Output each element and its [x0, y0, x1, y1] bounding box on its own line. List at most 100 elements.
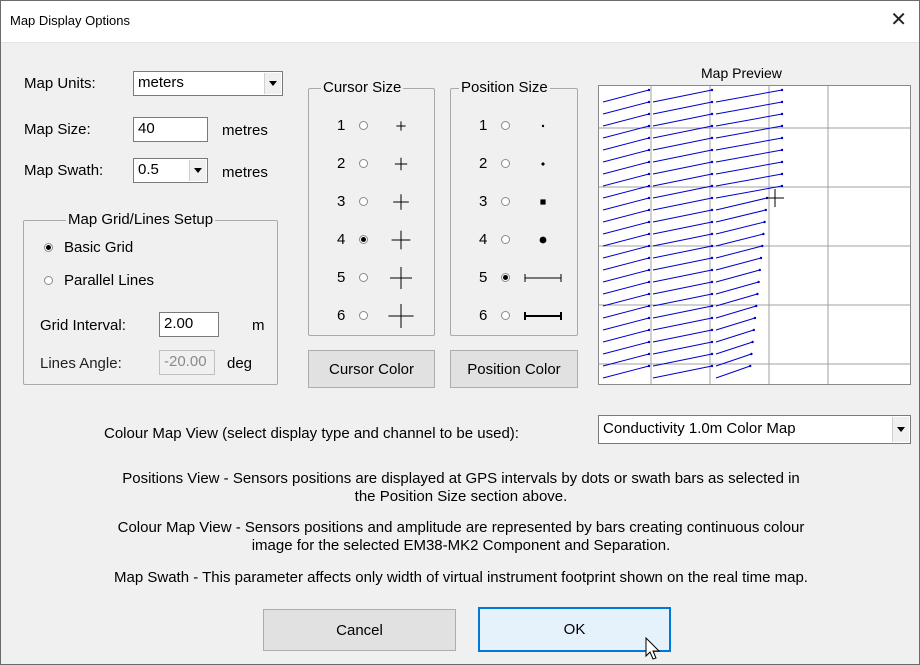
position-dot — [647, 172, 651, 176]
position-dot — [780, 112, 784, 116]
survey-track — [715, 317, 756, 331]
survey-track — [652, 101, 713, 115]
cursor-option-label: 2 — [337, 155, 346, 172]
swath-bar-icon — [524, 274, 562, 282]
survey-track — [602, 209, 650, 223]
survey-track — [715, 353, 752, 367]
chevron-down-icon — [269, 81, 277, 86]
position-size-title: Position Size — [459, 79, 550, 96]
position-dot — [780, 148, 784, 152]
position-dot — [780, 160, 784, 164]
map-units-value: meters — [138, 74, 184, 91]
position-dot — [780, 136, 784, 140]
survey-track — [715, 305, 757, 319]
survey-track — [602, 185, 650, 199]
position-radio[interactable] — [501, 235, 510, 244]
map-units-label: Map Units: — [24, 75, 96, 92]
cursor-row[interactable]: 2 — [309, 152, 429, 176]
map-units-dropdown-button[interactable] — [264, 73, 281, 94]
position-dot — [710, 220, 714, 224]
position-dot — [647, 208, 651, 212]
map-swath-label: Map Swath: — [24, 162, 104, 179]
survey-track — [652, 293, 713, 307]
grid-interval-label: Grid Interval: — [40, 317, 126, 334]
cursor-option-label: 1 — [337, 117, 346, 134]
mouse-pointer-icon — [645, 637, 661, 660]
position-dot — [753, 316, 757, 320]
position-dot — [647, 292, 651, 296]
cursor-row[interactable]: 6 — [309, 304, 429, 328]
lines-angle-input[interactable]: -20.00 — [159, 350, 215, 375]
position-row[interactable]: 2 — [451, 152, 571, 176]
position-dot — [710, 208, 714, 212]
position-dot — [752, 328, 755, 332]
position-color-button[interactable]: Position Color — [450, 350, 578, 388]
colour-map-select[interactable]: Conductivity 1.0m Color Map — [598, 415, 911, 444]
map-grid-lines-title: Map Grid/Lines Setup — [66, 211, 216, 228]
survey-track — [715, 161, 783, 175]
title-bar: Map Display Options ✕ — [1, 1, 919, 43]
cursor-radio[interactable] — [359, 159, 368, 168]
cursor-row[interactable]: 1 — [309, 114, 429, 138]
map-size-input[interactable]: 40 — [133, 117, 208, 142]
cursor-color-button[interactable]: Cursor Color — [308, 350, 435, 388]
position-option-label: 2 — [479, 155, 488, 172]
position-radio[interactable] — [501, 311, 510, 320]
position-radio[interactable] — [501, 273, 510, 282]
survey-track — [602, 269, 650, 283]
position-row[interactable]: 1 — [451, 114, 571, 138]
map-size-unit: metres — [222, 122, 268, 139]
position-dot — [710, 304, 714, 308]
survey-track — [652, 257, 713, 271]
cursor-radio[interactable] — [359, 197, 368, 206]
position-dot — [750, 352, 753, 356]
cursor-radio[interactable] — [359, 311, 368, 320]
map-swath-dropdown-button[interactable] — [189, 160, 206, 181]
cursor-radio[interactable] — [359, 273, 368, 282]
position-dot-icon — [541, 124, 545, 128]
survey-track — [715, 209, 766, 223]
survey-track — [602, 329, 650, 343]
cursor-radio[interactable] — [359, 235, 368, 244]
crosshair-icon — [396, 121, 406, 131]
cursor-row[interactable]: 5 — [309, 266, 429, 290]
cancel-button[interactable]: Cancel — [263, 609, 456, 651]
position-option-label: 1 — [479, 117, 488, 134]
survey-track — [602, 353, 650, 367]
position-dot — [647, 304, 651, 308]
close-icon[interactable]: ✕ — [890, 9, 907, 31]
position-dot — [780, 100, 784, 104]
position-radio[interactable] — [501, 121, 510, 130]
survey-track — [652, 89, 713, 103]
colour-map-dropdown-button[interactable] — [892, 417, 909, 442]
position-row[interactable]: 3 — [451, 190, 571, 214]
position-row[interactable]: 4 — [451, 228, 571, 252]
position-dot — [647, 112, 651, 116]
map-swath-select[interactable]: 0.5 — [133, 158, 208, 183]
basic-grid-radio[interactable] — [44, 243, 53, 252]
survey-track — [602, 101, 650, 115]
positions-desc-line1: Positions View - Sensors positions are d… — [122, 470, 800, 487]
position-dot — [710, 172, 714, 176]
cursor-row[interactable]: 4 — [309, 228, 429, 252]
position-dot — [647, 340, 651, 344]
position-radio[interactable] — [501, 197, 510, 206]
basic-grid-label[interactable]: Basic Grid — [64, 239, 134, 256]
cursor-row[interactable]: 3 — [309, 190, 429, 214]
position-dot — [647, 352, 651, 356]
position-dot — [647, 124, 651, 128]
cursor-radio[interactable] — [359, 121, 368, 130]
crosshair-icon — [388, 304, 414, 328]
position-dot — [710, 352, 714, 356]
parallel-lines-label[interactable]: Parallel Lines — [64, 272, 155, 289]
position-dot — [710, 268, 714, 272]
parallel-lines-radio[interactable] — [44, 276, 53, 285]
survey-track — [715, 293, 758, 307]
ok-button[interactable]: OK — [478, 607, 671, 652]
position-radio[interactable] — [501, 159, 510, 168]
grid-interval-input[interactable]: 2.00 — [159, 312, 219, 337]
map-units-select[interactable]: meters — [133, 71, 283, 96]
position-row[interactable]: 6 — [451, 304, 571, 328]
position-row[interactable]: 5 — [451, 266, 571, 290]
survey-track — [715, 197, 768, 211]
